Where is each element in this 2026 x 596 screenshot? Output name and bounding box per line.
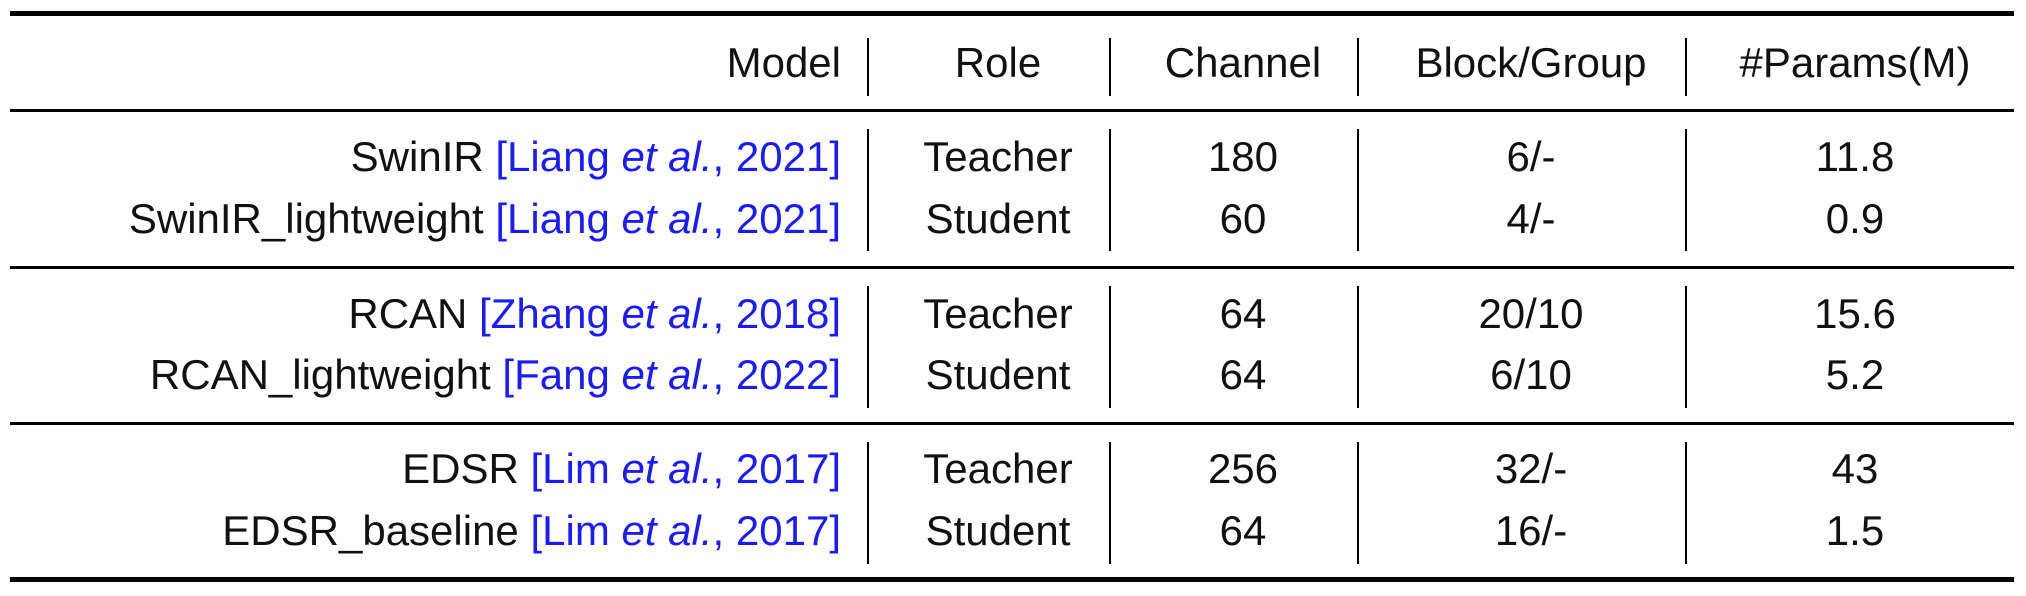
column-separator <box>1357 38 1359 96</box>
table-cell-channel: 180 <box>1207 133 1279 180</box>
citation-year: , 2021] <box>712 133 841 180</box>
table-cell-block: 16/- <box>1494 507 1568 554</box>
table-cell-params: 11.8 <box>1815 133 1895 180</box>
table-cell-params: 1.5 <box>1825 507 1885 554</box>
citation: [Fang et al., 2022] <box>502 351 841 398</box>
table-cell-role: Teacher <box>923 133 1073 180</box>
citation-year: , 2018] <box>712 290 841 337</box>
table-cell-block: 32/- <box>1494 445 1568 492</box>
table-row-model: EDSR [Lim et al., 2017] <box>402 445 841 493</box>
column-separator <box>1357 129 1359 251</box>
column-separator <box>1357 286 1359 408</box>
citation: [Liang et al., 2021] <box>495 195 841 242</box>
table-cell-params: 0.9 <box>1825 195 1885 242</box>
citation-author: [Lim <box>530 507 622 554</box>
column-separator <box>1109 286 1111 408</box>
column-separator <box>1109 38 1111 96</box>
citation-etal: et al. <box>621 507 713 554</box>
table-row-model: SwinIR_lightweight [Liang et al., 2021] <box>129 195 841 243</box>
table-cell-role: Student <box>925 195 1071 242</box>
top-rule <box>10 11 2014 16</box>
group-rule-2 <box>10 422 2014 425</box>
table-cell-role: Teacher <box>923 445 1073 492</box>
table-cell-channel: 64 <box>1219 351 1267 398</box>
header-params: #Params(M) <box>1739 39 1971 86</box>
citation-author: [Fang <box>502 351 622 398</box>
table-cell-role: Teacher <box>923 290 1073 337</box>
table-cell-channel: 64 <box>1219 290 1267 337</box>
header-block-group: Block/Group <box>1415 39 1647 86</box>
table-row-model: SwinIR [Liang et al., 2021] <box>351 133 841 181</box>
table-cell-params: 43 <box>1831 445 1879 492</box>
model-name: EDSR_baseline <box>222 507 519 554</box>
citation-year: , 2022] <box>712 351 841 398</box>
column-separator <box>1109 129 1111 251</box>
column-separator <box>1685 129 1687 251</box>
table-cell-block: 4/- <box>1506 195 1556 242</box>
citation: [Lim et al., 2017] <box>530 507 841 554</box>
column-separator <box>1109 442 1111 564</box>
table-cell-channel: 256 <box>1207 445 1279 492</box>
citation-etal: et al. <box>621 351 713 398</box>
header-rule <box>10 109 2014 112</box>
header-model: Model <box>726 39 841 86</box>
table-cell-block: 20/10 <box>1478 290 1584 337</box>
table-cell-channel: 60 <box>1219 195 1267 242</box>
citation-author: [Liang <box>495 195 622 242</box>
column-separator <box>1357 442 1359 564</box>
column-separator <box>867 38 869 96</box>
citation-year: , 2017] <box>712 507 841 554</box>
citation-year: , 2017] <box>712 445 841 492</box>
model-name: RCAN_lightweight <box>149 351 491 398</box>
model-name: SwinIR <box>350 133 484 180</box>
column-separator <box>867 442 869 564</box>
table-cell-role: Student <box>925 351 1071 398</box>
header-role: Role <box>954 39 1042 86</box>
citation-author: [Lim <box>530 445 622 492</box>
header-channel: Channel <box>1164 39 1322 86</box>
citation-year: , 2021] <box>712 195 841 242</box>
citation-etal: et al. <box>621 445 713 492</box>
table-cell-channel: 64 <box>1219 507 1267 554</box>
model-name: SwinIR_lightweight <box>128 195 484 242</box>
citation: [Liang et al., 2021] <box>495 133 841 180</box>
table-cell-block: 6/- <box>1506 133 1556 180</box>
group-rule-1 <box>10 266 2014 269</box>
column-separator <box>1685 286 1687 408</box>
table-row-model: EDSR_baseline [Lim et al., 2017] <box>222 507 841 555</box>
citation-author: [Liang <box>495 133 622 180</box>
table-cell-block: 6/10 <box>1490 351 1572 398</box>
model-name: EDSR <box>402 445 519 492</box>
bottom-rule <box>10 577 2014 582</box>
table-cell-params: 5.2 <box>1825 351 1885 398</box>
citation-etal: et al. <box>621 133 713 180</box>
citation: [Zhang et al., 2018] <box>479 290 841 337</box>
citation-etal: et al. <box>621 290 713 337</box>
column-separator <box>1685 38 1687 96</box>
citation: [Lim et al., 2017] <box>530 445 841 492</box>
table-row-model: RCAN_lightweight [Fang et al., 2022] <box>150 351 841 399</box>
citation-etal: et al. <box>621 195 713 242</box>
table-row-model: RCAN [Zhang et al., 2018] <box>348 290 841 338</box>
model-name: RCAN <box>348 290 468 337</box>
column-separator <box>867 286 869 408</box>
table-cell-params: 15.6 <box>1814 290 1896 337</box>
table-cell-role: Student <box>925 507 1071 554</box>
citation-author: [Zhang <box>479 290 622 337</box>
column-separator <box>1685 442 1687 564</box>
column-separator <box>867 129 869 251</box>
